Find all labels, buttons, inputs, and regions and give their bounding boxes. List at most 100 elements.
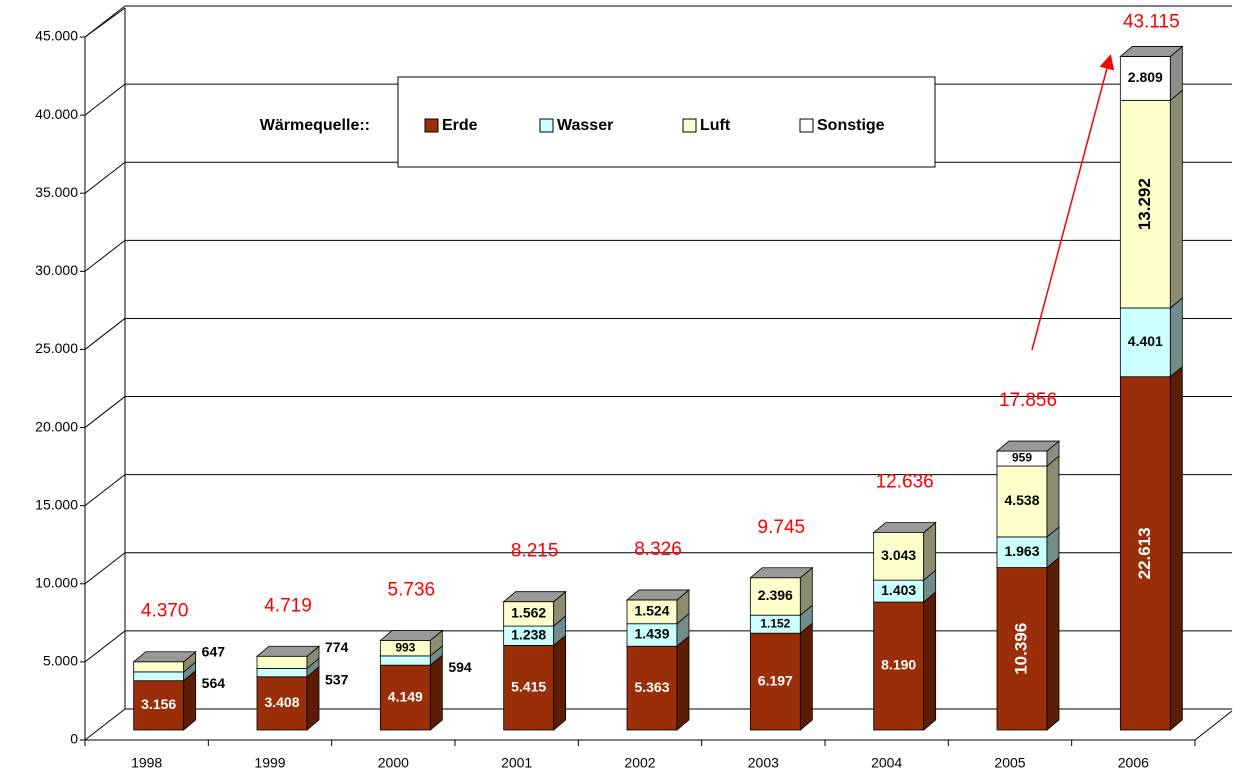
x-tick-label: 2003 [748,755,779,771]
y-tick-label: 25.000 [35,340,78,356]
bar-front [256,655,308,669]
total-label: 8.215 [511,541,559,562]
grid-line [84,161,126,194]
legend-label: Sonstige [817,117,885,134]
bar-side [676,635,690,731]
data-label: 2.809 [1128,69,1163,85]
bar-front [996,567,1048,731]
bar-side [1169,297,1183,378]
data-label: 1.524 [634,603,669,619]
data-label: 3.156 [141,696,176,712]
data-label: 959 [1012,451,1032,465]
bar-segment [749,604,813,635]
bar-side [1169,89,1183,309]
bar-segment [1119,297,1183,378]
legend-swatch [539,118,554,133]
y-tick-label: 45.000 [35,28,78,44]
x-tick-label: 1998 [131,755,162,771]
data-label: 13.292 [1135,178,1154,230]
floor-right-edge [1194,710,1233,741]
bar-segment [873,591,937,731]
bar-front [749,577,801,616]
bar-segment [1119,45,1183,102]
bar-top [749,567,814,579]
legend: Wärmequelle:: [260,76,936,168]
bar-segment [749,566,813,617]
bar-segment [256,645,320,670]
bar-front [1119,376,1171,731]
total-label: 4.719 [264,595,312,616]
x-tick-label: 1999 [254,755,285,771]
bar-segment [133,669,197,731]
bar-segment [996,556,1060,731]
legend-swatch [424,118,439,133]
bar-front [996,465,1048,538]
bar-front [1119,307,1171,378]
bar-segment [749,622,813,731]
data-label: 4.149 [388,688,423,704]
data-label: 1.963 [1004,543,1039,559]
bar-side [429,654,443,731]
grid-line [84,396,126,428]
bar-top [1119,46,1184,57]
data-label: 5.415 [511,678,546,694]
grid-line [84,83,126,116]
y-tick-label: 30.000 [35,262,78,278]
y-tick-label: 35.000 [35,184,78,200]
grid-line [84,630,126,663]
data-label: 10.396 [1011,623,1030,675]
bar-segment [873,521,937,581]
bar-front [1119,99,1171,309]
bar-front [379,655,431,666]
data-label: 2.396 [758,587,793,603]
data-label: 8.190 [881,657,916,673]
y-tick-label: 5.000 [43,653,78,669]
bar-front [133,680,185,731]
x-tick-label: 2000 [378,755,409,771]
data-label: 564 [202,675,226,691]
bar-front [1119,56,1171,101]
bar-front [503,645,555,731]
x-tick-label: 2004 [871,755,902,771]
bar-segment [1119,365,1183,731]
data-label: 1.562 [511,605,546,621]
growth-arrow [1031,54,1115,351]
y-tick-label: 15.000 [35,496,78,512]
bar-side [1046,556,1060,731]
y-tick-label: 0 [70,731,78,747]
y-tick-label: 10.000 [35,574,78,590]
legend-label: Wasser [557,117,613,134]
legend-swatch [682,118,697,133]
data-label: 1.439 [634,626,669,642]
data-label: 774 [325,639,349,655]
data-label: 6.197 [758,672,793,688]
total-label: 8.326 [634,539,682,560]
grid-line [84,239,126,272]
bar-segment [256,665,320,731]
x-tick-label: 2002 [624,755,655,771]
bar-front [749,632,801,731]
bar-side [1169,365,1183,731]
total-label: 12.636 [876,472,934,493]
y-tick-label: 40.000 [35,106,78,122]
bar-front [873,532,925,581]
data-label: 647 [202,644,226,660]
data-label: 594 [448,659,472,675]
bar-front [873,601,925,731]
bar-top [502,591,567,603]
legend-label: Erde [442,117,478,134]
data-label: 537 [325,671,349,687]
data-label: 3.408 [264,694,299,710]
legend-title: Wärmequelle:: [260,117,370,134]
total-label: 17.856 [999,390,1057,411]
bar-segment [626,635,690,731]
bar-segment [996,455,1060,538]
legend-swatch [799,118,814,133]
grid-line [84,318,126,350]
bar-side [553,634,567,731]
y-tick-label: 20.000 [35,418,78,434]
grid-line [84,5,126,38]
data-label: 4.538 [1004,492,1039,508]
legend-label: Luft [700,117,731,134]
grid-line [84,552,126,585]
